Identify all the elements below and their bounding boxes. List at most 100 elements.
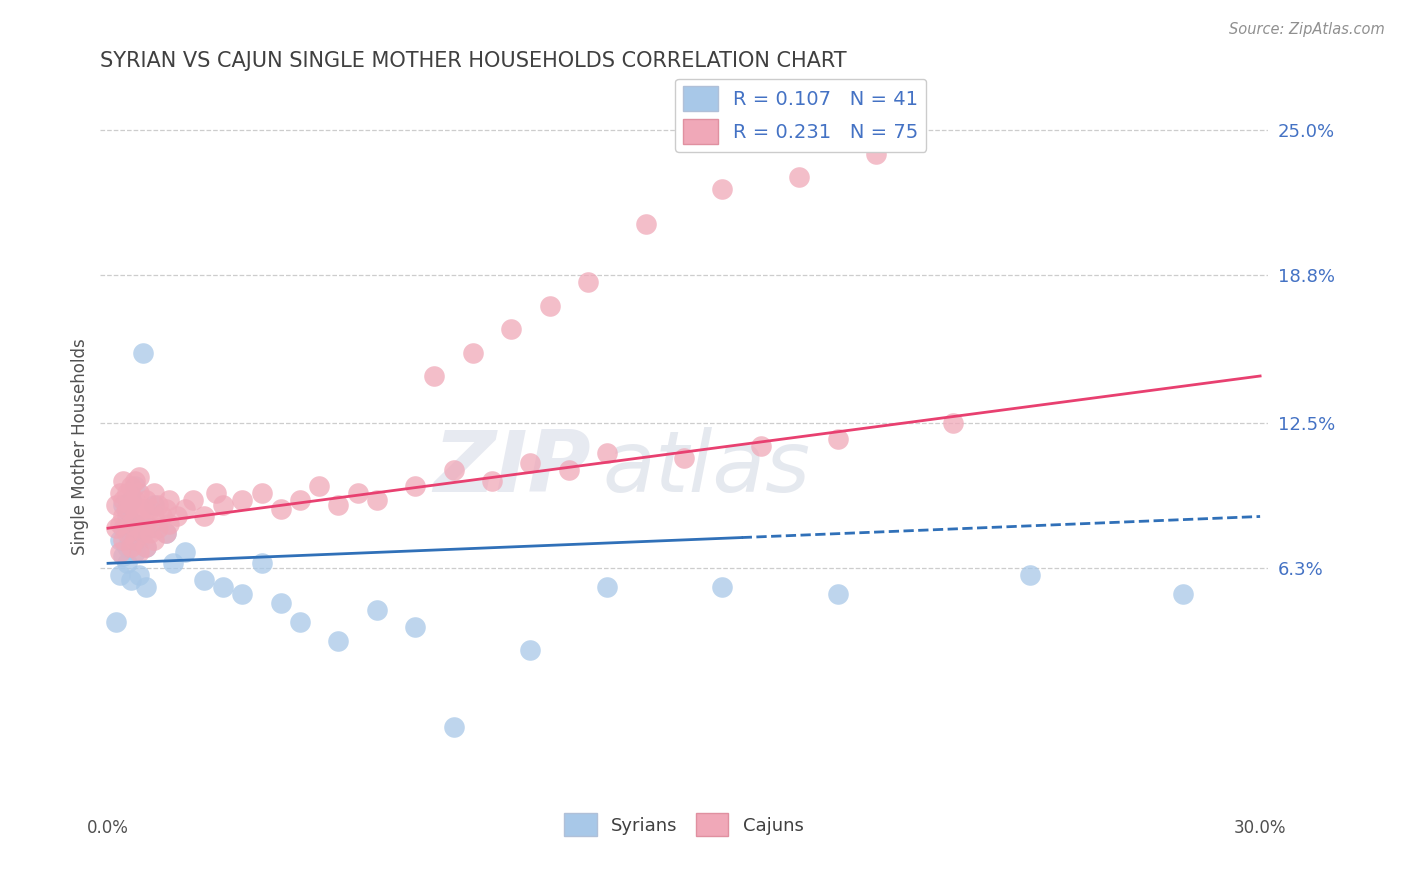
Cajuns: [108, 486, 131, 500]
Cajuns: [115, 486, 138, 500]
Syrians: [366, 603, 388, 617]
Cajuns: [519, 456, 541, 470]
Cajuns: [120, 540, 142, 554]
Cajuns: [865, 146, 887, 161]
Cajuns: [558, 463, 581, 477]
Syrians: [155, 525, 177, 540]
Cajuns: [711, 182, 734, 196]
Cajuns: [124, 475, 146, 489]
Cajuns: [204, 486, 226, 500]
Syrians: [112, 549, 135, 564]
Syrians: [250, 557, 273, 571]
Cajuns: [115, 525, 138, 540]
Cajuns: [135, 540, 157, 554]
Cajuns: [634, 217, 657, 231]
Cajuns: [787, 169, 810, 184]
Cajuns: [250, 486, 273, 500]
Cajuns: [150, 509, 173, 524]
Cajuns: [423, 369, 446, 384]
Syrians: [139, 521, 162, 535]
Syrians: [104, 615, 127, 629]
Cajuns: [120, 516, 142, 531]
Cajuns: [143, 486, 166, 500]
Syrians: [231, 587, 253, 601]
Syrians: [128, 568, 150, 582]
Cajuns: [173, 502, 195, 516]
Cajuns: [146, 498, 169, 512]
Cajuns: [135, 493, 157, 508]
Cajuns: [131, 525, 153, 540]
Cajuns: [749, 439, 772, 453]
Syrians: [131, 345, 153, 359]
Syrians: [596, 580, 619, 594]
Syrians: [135, 540, 157, 554]
Cajuns: [139, 525, 162, 540]
Syrians: [328, 633, 350, 648]
Legend: Syrians, Cajuns: Syrians, Cajuns: [557, 806, 811, 844]
Syrians: [128, 533, 150, 547]
Cajuns: [270, 502, 292, 516]
Syrians: [212, 580, 235, 594]
Syrians: [124, 516, 146, 531]
Syrians: [443, 720, 465, 734]
Syrians: [124, 479, 146, 493]
Cajuns: [120, 479, 142, 493]
Syrians: [288, 615, 311, 629]
Cajuns: [288, 493, 311, 508]
Syrians: [519, 643, 541, 657]
Syrians: [162, 557, 184, 571]
Syrians: [112, 521, 135, 535]
Cajuns: [942, 416, 965, 430]
Text: atlas: atlas: [602, 426, 810, 509]
Cajuns: [404, 479, 426, 493]
Cajuns: [128, 469, 150, 483]
Cajuns: [131, 502, 153, 516]
Cajuns: [104, 521, 127, 535]
Text: Source: ZipAtlas.com: Source: ZipAtlas.com: [1229, 22, 1385, 37]
Syrians: [711, 580, 734, 594]
Cajuns: [673, 450, 696, 465]
Syrians: [112, 498, 135, 512]
Text: ZIP: ZIP: [433, 426, 591, 509]
Syrians: [827, 587, 849, 601]
Cajuns: [159, 493, 181, 508]
Cajuns: [596, 446, 619, 460]
Cajuns: [124, 509, 146, 524]
Syrians: [115, 540, 138, 554]
Y-axis label: Single Mother Households: Single Mother Households: [72, 338, 89, 555]
Cajuns: [128, 486, 150, 500]
Syrians: [115, 557, 138, 571]
Cajuns: [481, 475, 503, 489]
Cajuns: [139, 502, 162, 516]
Syrians: [120, 525, 142, 540]
Syrians: [1018, 568, 1040, 582]
Text: SYRIAN VS CAJUN SINGLE MOTHER HOUSEHOLDS CORRELATION CHART: SYRIAN VS CAJUN SINGLE MOTHER HOUSEHOLDS…: [100, 51, 846, 70]
Cajuns: [166, 509, 188, 524]
Syrians: [124, 544, 146, 558]
Cajuns: [181, 493, 204, 508]
Cajuns: [576, 276, 599, 290]
Cajuns: [108, 516, 131, 531]
Cajuns: [193, 509, 215, 524]
Cajuns: [443, 463, 465, 477]
Cajuns: [112, 533, 135, 547]
Syrians: [120, 493, 142, 508]
Syrians: [120, 573, 142, 587]
Cajuns: [159, 516, 181, 531]
Cajuns: [120, 498, 142, 512]
Cajuns: [143, 533, 166, 547]
Cajuns: [115, 502, 138, 516]
Syrians: [108, 568, 131, 582]
Cajuns: [128, 502, 150, 516]
Cajuns: [231, 493, 253, 508]
Cajuns: [538, 299, 561, 313]
Cajuns: [328, 498, 350, 512]
Cajuns: [155, 525, 177, 540]
Syrians: [1173, 587, 1195, 601]
Cajuns: [128, 544, 150, 558]
Syrians: [404, 619, 426, 633]
Syrians: [108, 533, 131, 547]
Syrians: [173, 544, 195, 558]
Cajuns: [124, 533, 146, 547]
Cajuns: [112, 475, 135, 489]
